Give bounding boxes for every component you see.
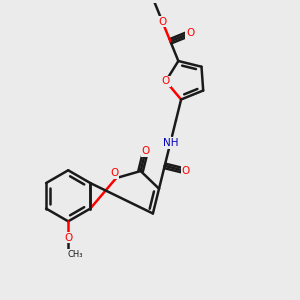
Text: O: O (186, 28, 194, 38)
Text: O: O (110, 168, 118, 178)
Text: O: O (162, 76, 170, 86)
Text: O: O (141, 146, 150, 156)
Text: O: O (158, 16, 166, 27)
Text: NH: NH (163, 138, 178, 148)
Text: CH₃: CH₃ (67, 250, 83, 259)
Text: O: O (64, 233, 72, 243)
Text: O: O (182, 166, 190, 176)
